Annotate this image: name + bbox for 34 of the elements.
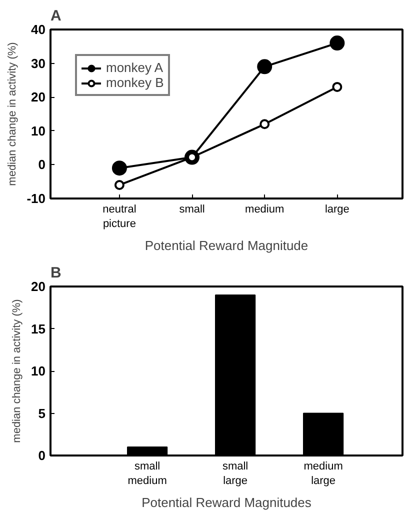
y-tick-label: 30 (31, 56, 46, 71)
bar (303, 412, 344, 456)
y-axis-title: median change in activity (%) (6, 42, 19, 186)
x-tick-label: medium (245, 204, 284, 216)
point (332, 82, 342, 92)
x-tick-label: small (179, 204, 205, 216)
x-tick-label: large (324, 204, 350, 216)
y-tick-label: 0 (38, 448, 46, 463)
x-tick-label: small medium (128, 460, 167, 487)
point (257, 59, 272, 74)
point (112, 160, 127, 176)
point (330, 36, 345, 51)
chart-title: B (50, 264, 62, 282)
x-axis-title: Potential Reward Magnitudes (142, 494, 312, 510)
chart-title: A (50, 8, 62, 24)
y-tick-label: 5 (38, 406, 46, 421)
x-tick-label: small large (222, 460, 248, 487)
y-tick-label: 40 (31, 22, 46, 37)
y-tick-label: 10 (31, 364, 46, 378)
bar (215, 294, 256, 456)
legend-label: monkey A (106, 60, 164, 75)
legend-label: monkey B (106, 75, 164, 90)
y-tick-label: 0 (38, 157, 46, 172)
point (114, 180, 124, 190)
y-tick-label: 10 (31, 123, 46, 138)
y-tick-label: 15 (31, 321, 46, 336)
x-axis-title: Potential Reward Magnitude (144, 238, 308, 253)
x-tick-label: neutral picture (102, 204, 136, 230)
y-tick-label: -10 (26, 191, 46, 206)
y-tick-label: 20 (31, 90, 46, 105)
point (260, 119, 270, 130)
y-axis-title: median change in activity (%) (11, 299, 24, 443)
y-tick-label: 20 (31, 279, 46, 294)
x-tick-label: medium large (304, 460, 343, 487)
